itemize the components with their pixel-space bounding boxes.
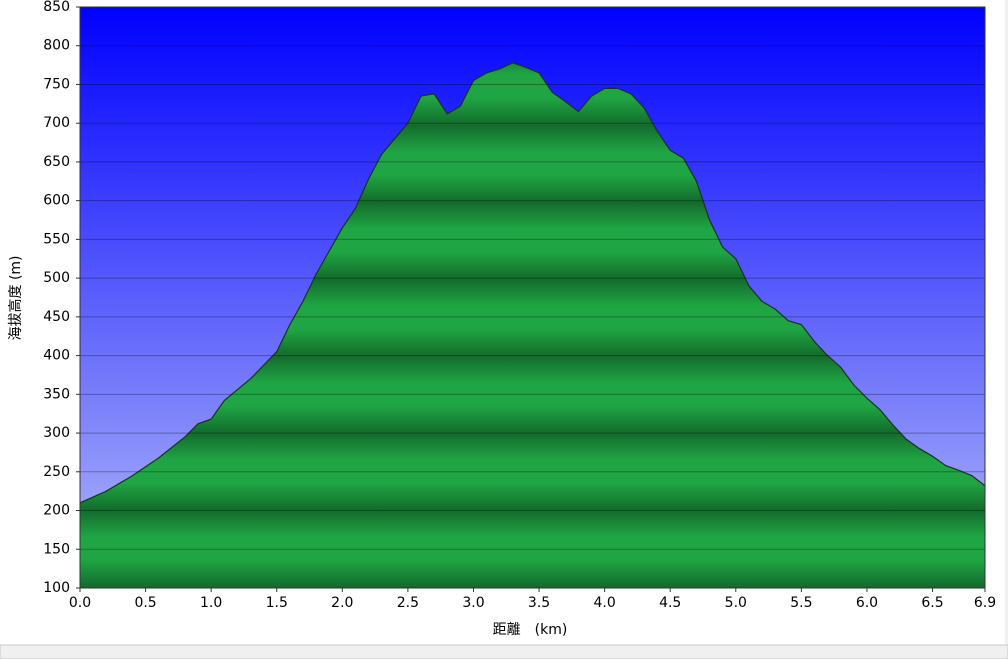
- y-tick-label: 200: [43, 503, 70, 519]
- x-tick-label: 5.5: [790, 595, 812, 611]
- y-tick-label: 750: [43, 76, 70, 92]
- y-tick-label: 300: [43, 425, 70, 441]
- x-tick-label: 0.5: [134, 595, 156, 611]
- x-tick-label: 5.0: [725, 595, 747, 611]
- y-tick-label: 400: [43, 348, 70, 364]
- elevation-area: [80, 62, 985, 588]
- y-tick-label: 500: [43, 270, 70, 286]
- y-tick-label: 700: [43, 115, 70, 131]
- elevation-line: [79, 62, 986, 504]
- y-tick-label: 450: [43, 309, 70, 325]
- y-tick-label: 800: [43, 38, 70, 54]
- y-tick-label: 550: [43, 231, 70, 247]
- x-tick-label: 2.5: [397, 595, 419, 611]
- y-tick-label: 150: [43, 541, 70, 557]
- x-tick-label: 3.0: [462, 595, 484, 611]
- y-tick-label: 600: [43, 193, 70, 209]
- y-axis-title: 海拔高度 (m): [7, 255, 24, 340]
- y-tick-label: 850: [43, 0, 70, 15]
- y-tick-label: 100: [43, 580, 70, 596]
- x-tick-label: 6.5: [921, 595, 943, 611]
- y-tick-label: 650: [43, 154, 70, 170]
- x-tick-label: 6.9: [974, 595, 996, 611]
- x-axis-title: 距離 (km): [493, 621, 568, 638]
- y-tick-label: 350: [43, 386, 70, 402]
- x-tick-label: 0.0: [69, 595, 91, 611]
- y-tick-label: 250: [43, 464, 70, 480]
- x-tick-label: 4.0: [594, 595, 616, 611]
- x-tick-label: 3.5: [528, 595, 550, 611]
- x-tick-label: 1.5: [266, 595, 288, 611]
- x-tick-label: 4.5: [659, 595, 681, 611]
- x-tick-label: 1.0: [200, 595, 222, 611]
- status-bar: [0, 644, 1008, 659]
- x-tick-label: 2.0: [331, 595, 353, 611]
- x-tick-label: 6.0: [856, 595, 878, 611]
- plot-frame: [79, 6, 986, 589]
